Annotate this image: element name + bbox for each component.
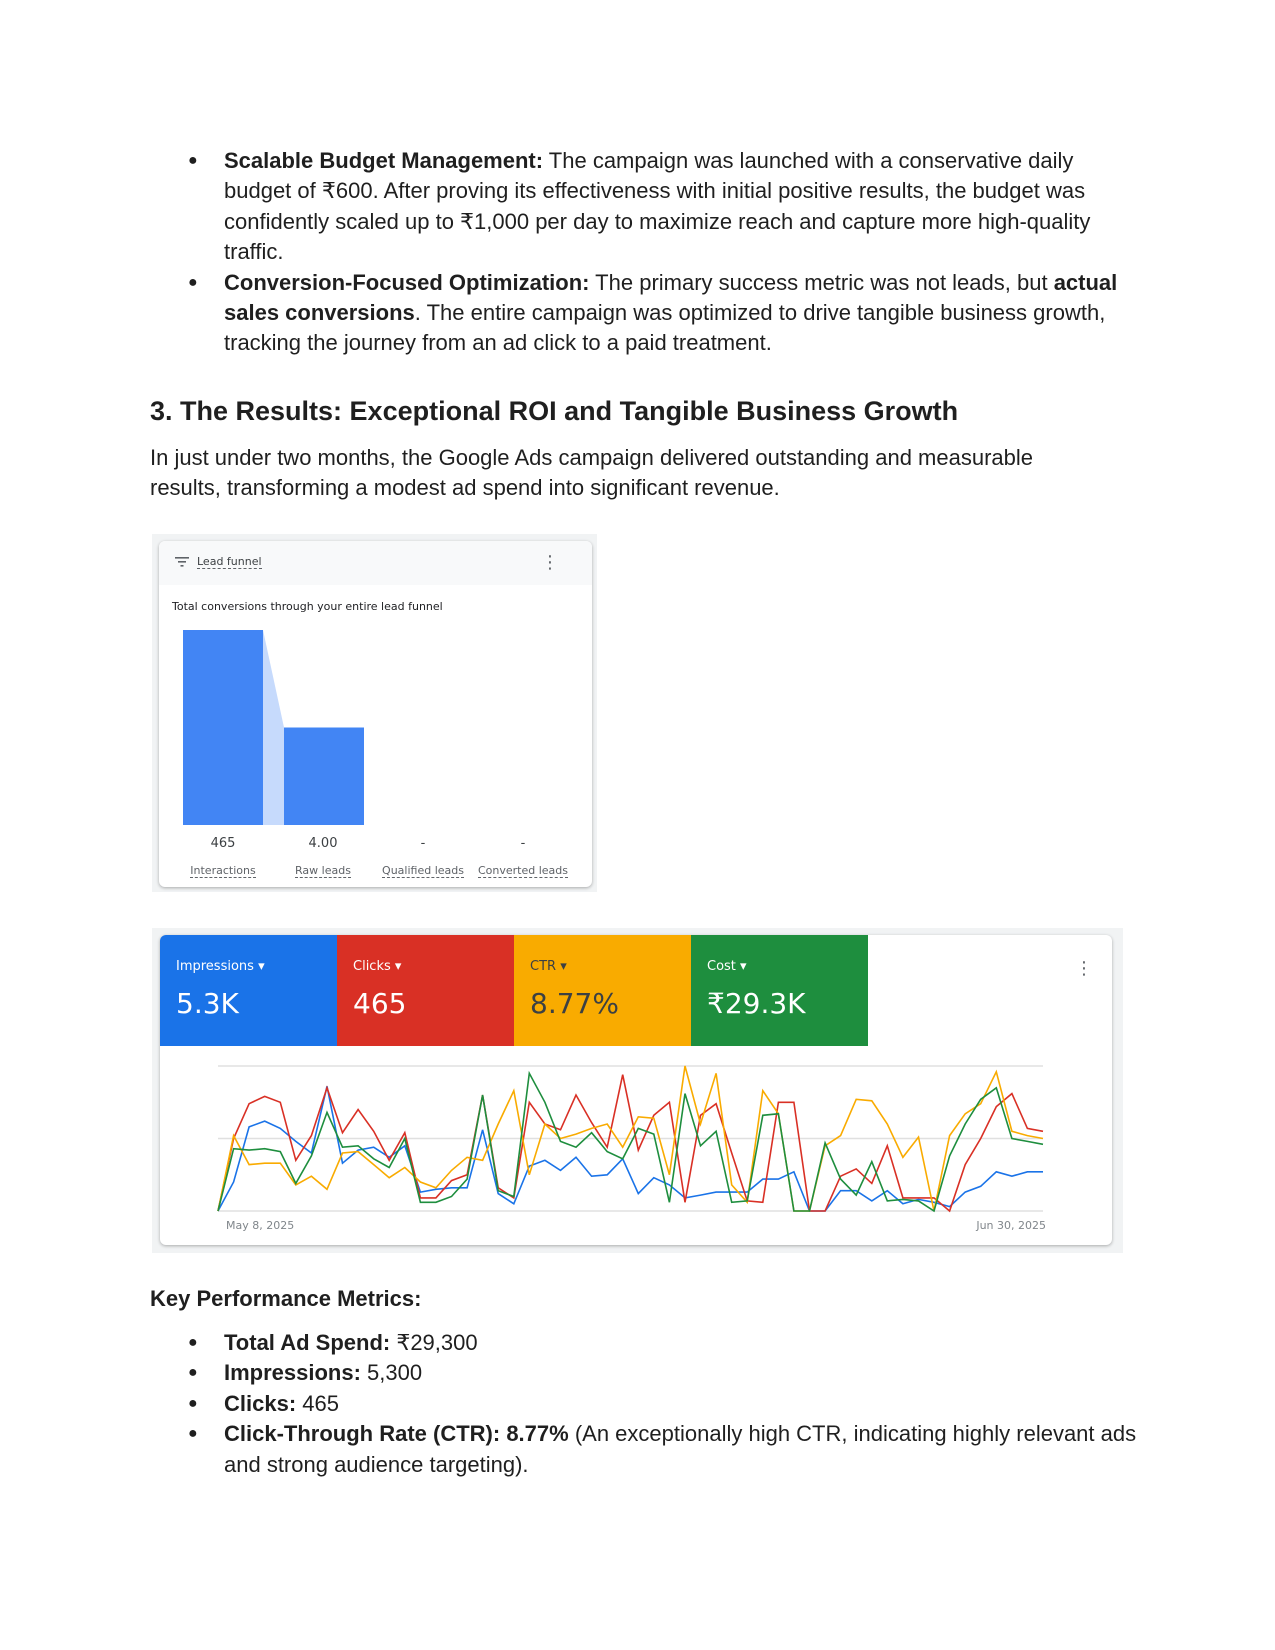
tile-cost[interactable]: Cost ▾ ₹29.3K [691, 935, 868, 1046]
series-line-clicks [217, 1074, 1044, 1213]
list-item: Click-Through Rate (CTR): 8.77% (An exce… [188, 1419, 1144, 1480]
dropdown-arrow-icon[interactable]: ▾ [560, 959, 567, 974]
bullet-text: . The entire campaign was optimized to d… [224, 300, 1106, 356]
lead-funnel-card: Lead funnel ⋮ Total conversions through … [159, 541, 592, 887]
metric-name: Impressions: [224, 1360, 361, 1386]
dropdown-arrow-icon[interactable]: ▾ [740, 959, 747, 974]
metric-name: Clicks: [224, 1390, 297, 1416]
card-header: Lead funnel ⋮ [159, 541, 592, 585]
section-heading: 3. The Results: Exceptional ROI and Tang… [150, 396, 959, 426]
tile-label: Clicks [353, 959, 391, 974]
list-item: Total Ad Spend: ₹29,300 [188, 1328, 1144, 1359]
metric-value: ₹29,300 [390, 1330, 478, 1355]
funnel-label[interactable]: Converted leads [477, 864, 569, 878]
metric-value: 465 [296, 1390, 339, 1416]
funnel-value: 4.00 [308, 836, 338, 851]
series-line-ctr [217, 1065, 1044, 1212]
bullet-emphasis: actual sales conversions [224, 269, 1118, 326]
tile-value: 465 [353, 987, 407, 1020]
performance-card: Impressions ▾ 5.3K Clicks ▾ 465 CTR ▾ 8.… [160, 935, 1112, 1245]
tile-value: 8.77% [530, 987, 619, 1020]
tile-clicks[interactable]: Clicks ▾ 465 [337, 935, 514, 1046]
card-title[interactable]: Lead funnel [197, 555, 262, 569]
tile-value: ₹29.3K [707, 987, 806, 1020]
metric-name: Click-Through Rate (CTR): 8.77% [224, 1421, 569, 1447]
funnel-chart [183, 630, 364, 825]
list-item: Impressions: 5,300 [188, 1358, 1144, 1389]
line-chart [217, 1065, 1044, 1213]
end-date: Jun 30, 2025 [976, 1219, 1046, 1232]
funnel-label[interactable]: Raw leads [295, 864, 351, 878]
bullet-title: Scalable Budget Management: [224, 148, 544, 173]
kpm-list: Total Ad Spend: ₹29,300 Impressions: 5,3… [188, 1328, 1144, 1480]
metric-value: (An exceptionally high CTR, indicating h… [224, 1421, 1137, 1477]
funnel-bar [183, 630, 263, 825]
list-item: Clicks: 465 [188, 1389, 1144, 1420]
metric-name: Total Ad Spend: [224, 1330, 391, 1355]
funnel-bar [284, 727, 364, 825]
list-item: Scalable Budget Management: The campaign… [188, 146, 1144, 268]
more-vert-icon[interactable]: ⋮ [541, 552, 559, 573]
series-line-cost [217, 1070, 1044, 1213]
bullet-text: The primary success metric was not leads… [589, 269, 1054, 295]
top-bullet-list: Scalable Budget Management: The campaign… [188, 146, 1144, 359]
tile-value: 5.3K [176, 987, 239, 1020]
tile-ctr[interactable]: CTR ▾ 8.77% [514, 935, 691, 1046]
tile-label: CTR [530, 959, 557, 974]
tile-label: Impressions [176, 959, 254, 974]
dropdown-arrow-icon[interactable]: ▾ [394, 959, 402, 974]
funnel-label[interactable]: Interactions [190, 864, 256, 878]
bullet-text: The campaign was launched with a conserv… [224, 148, 1091, 265]
funnel-value: - [520, 836, 526, 851]
funnel-value: 465 [210, 836, 236, 851]
kpm-heading: Key Performance Metrics: [150, 1286, 422, 1311]
series-line-impressions [217, 1086, 1043, 1212]
filter-icon[interactable] [175, 556, 189, 568]
lead-funnel-screenshot: Lead funnel ⋮ Total conversions through … [152, 534, 597, 892]
funnel-label[interactable]: Qualified leads [382, 864, 464, 878]
performance-screenshot: Impressions ▾ 5.3K Clicks ▾ 465 CTR ▾ 8.… [152, 928, 1123, 1253]
bullet-title: Conversion-Focused Optimization: [224, 269, 590, 295]
funnel-connector [263, 630, 284, 825]
metric-value: 5,300 [360, 1360, 423, 1386]
list-item: Conversion-Focused Optimization: The pri… [188, 268, 1144, 359]
tile-impressions[interactable]: Impressions ▾ 5.3K [160, 935, 337, 1046]
more-vert-icon[interactable]: ⋮ [1075, 958, 1093, 979]
start-date: May 8, 2025 [226, 1219, 295, 1232]
card-subtitle: Total conversions through your entire le… [172, 600, 443, 613]
intro-paragraph: In just under two months, the Google Ads… [150, 445, 1033, 501]
dropdown-arrow-icon[interactable]: ▾ [258, 959, 265, 974]
funnel-value: - [420, 836, 426, 851]
tile-label: Cost [707, 959, 736, 974]
